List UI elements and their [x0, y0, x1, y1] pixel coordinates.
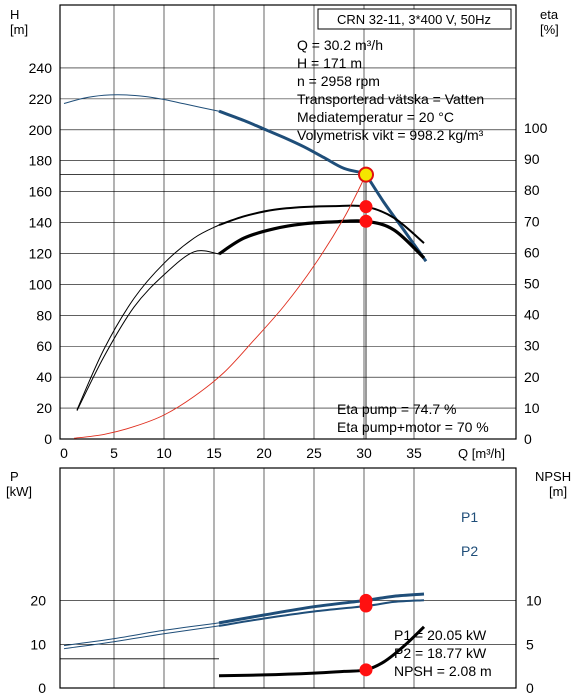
- chart-title: CRN 32-11, 3*400 V, 50Hz: [337, 12, 491, 27]
- top-y-left-tick: 60: [36, 338, 52, 354]
- head-curve-thick: [218, 109, 428, 263]
- top-info-block: Q = 30.2 m³/h H = 171 m n = 2958 rpm Transp…: [297, 37, 484, 143]
- bottom-plot-frame: [59, 467, 517, 689]
- top-x-tick: 30: [356, 445, 372, 461]
- top-info-line: n = 2958 rpm: [297, 73, 380, 89]
- top-info-line: Transporterad vätska = Vatten: [297, 91, 484, 107]
- top-x-tick: 20: [256, 445, 272, 461]
- top-y-left-tick: 180: [29, 153, 53, 169]
- top-y-right-tick: 70: [524, 213, 540, 229]
- bottom-y-right-ticks: 0 5 10: [526, 593, 542, 696]
- duty-point-efficiency: [359, 200, 373, 214]
- duty-point-head: [358, 166, 374, 183]
- top-y-right-tick: 80: [524, 182, 540, 198]
- eta-pump-curve-thick: [218, 204, 425, 244]
- duty-point-power: [359, 663, 373, 677]
- top-series: [63, 94, 428, 439]
- bottom-series: [63, 592, 426, 678]
- top-info-line: Mediatemperatur = 20 °C: [297, 109, 454, 125]
- top-y-right-tick: 60: [524, 244, 540, 260]
- bottom-ylabel-left-name: P: [10, 469, 19, 484]
- duty-point-power: [359, 599, 373, 613]
- series-label-p2: P2: [461, 543, 478, 559]
- top-xlabel: Q [m³/h]: [458, 446, 505, 461]
- eta-info-line: Eta pump = 74.7 %: [337, 401, 456, 417]
- bottom-info-block: P1 = 20.05 kW P2 = 18.77 kW NPSH = 2.08 m: [394, 627, 492, 679]
- top-y-right-tick: 20: [524, 369, 540, 385]
- top-x-tick: 10: [156, 445, 172, 461]
- bottom-duty-points: [359, 593, 373, 677]
- bottom-info-line: P1 = 20.05 kW: [394, 627, 487, 643]
- bottom-ylabel-right-name: NPSH: [535, 469, 571, 484]
- bottom-y-left-ticks: 0 10 20: [30, 593, 46, 696]
- top-duty-points: [358, 166, 374, 228]
- system-curve: [73, 174, 367, 439]
- bottom-ylabel-left-unit: [kW]: [6, 484, 32, 499]
- top-x-tick: 5: [110, 445, 118, 461]
- top-y-left-tick: 160: [29, 184, 53, 200]
- top-y-right-tick: 40: [524, 307, 540, 323]
- top-grid: [60, 5, 516, 439]
- bottom-y-left-tick: 10: [30, 636, 46, 652]
- top-y-left-tick: 20: [36, 400, 52, 416]
- top-y-left-tick: 220: [29, 91, 53, 107]
- bottom-y-left-tick: 20: [30, 593, 46, 609]
- eta-pump-motor-curve-thin: [76, 250, 220, 411]
- eta-pump-curve-thin: [76, 224, 220, 411]
- top-y-right-tick: 100: [524, 120, 548, 136]
- bottom-y-right-tick: 5: [526, 636, 534, 652]
- bottom-y-left-tick: 0: [38, 680, 46, 696]
- top-y-right-ticks: 0 10 20 30 40 50 60 70 80 90 100: [524, 120, 548, 447]
- eta-info-block: Eta pump = 74.7 % Eta pump+motor = 70 %: [337, 401, 489, 435]
- npsh-curve: [218, 625, 426, 678]
- eta-pump-motor-curve-thick: [218, 219, 426, 260]
- bottom-info-line: P2 = 18.77 kW: [394, 645, 487, 661]
- top-y-left-tick: 200: [29, 122, 53, 138]
- top-info-line: Q = 30.2 m³/h: [297, 37, 383, 53]
- series-label-p1: P1: [461, 509, 478, 525]
- top-y-right-tick: 50: [524, 276, 540, 292]
- top-y-left-tick: 40: [36, 369, 52, 385]
- top-y-right-tick: 30: [524, 338, 540, 354]
- power-npsh-panel: 0 10 20 0 5 10 P [kW] NPSH [m] P1 P2 P1 = 20.…: [6, 467, 571, 696]
- top-y-left-tick: 80: [36, 307, 52, 323]
- top-y-left-tick: 120: [29, 245, 53, 261]
- top-x-tick: 35: [406, 445, 422, 461]
- bottom-info-line: NPSH = 2.08 m: [394, 663, 492, 679]
- eta-info-line: Eta pump+motor = 70 %: [337, 419, 489, 435]
- top-y-left-tick: 0: [44, 431, 52, 447]
- top-x-tick: 15: [206, 445, 222, 461]
- top-y-left-ticks: 0 20 40 60 80 100 120 140 160 180 200 220 240: [29, 60, 53, 447]
- top-y-left-tick: 100: [29, 276, 53, 292]
- bottom-grid: [60, 468, 516, 688]
- top-plot-frame: [59, 4, 517, 440]
- duty-point-efficiency: [359, 214, 373, 228]
- p2-curve-thick: [218, 599, 425, 627]
- top-info-line: H = 171 m: [297, 55, 362, 71]
- bottom-y-right-tick: 10: [526, 593, 542, 609]
- title-box: [317, 8, 512, 30]
- top-ylabel-right-name: eta: [540, 7, 559, 22]
- top-y-right-tick: 90: [524, 151, 540, 167]
- top-x-tick: 0: [60, 445, 68, 461]
- top-ylabel-left-unit: [m]: [10, 22, 28, 37]
- head-curve-thin: [63, 94, 220, 112]
- top-y-left-tick: 240: [29, 60, 53, 76]
- p1-curve-thin: [63, 622, 220, 647]
- top-x-ticks: 0 5 10 15 20 25 30 35: [60, 445, 422, 461]
- p1-curve-thick: [218, 592, 425, 625]
- top-ylabel-left-name: H: [10, 7, 19, 22]
- top-y-right-tick: 0: [524, 431, 532, 447]
- bottom-ylabel-right-unit: [m]: [549, 484, 567, 499]
- bottom-y-right-tick: 0: [526, 680, 534, 696]
- p2-curve-thin: [63, 625, 220, 650]
- top-y-right-tick: 10: [524, 400, 540, 416]
- top-x-tick: 25: [306, 445, 322, 461]
- top-y-left-tick: 140: [29, 215, 53, 231]
- top-ylabel-right-unit: [%]: [540, 22, 559, 37]
- top-info-line: Volymetrisk vikt = 998.2 kg/m³: [297, 127, 484, 143]
- power-series-labels: P1 P2: [461, 509, 478, 559]
